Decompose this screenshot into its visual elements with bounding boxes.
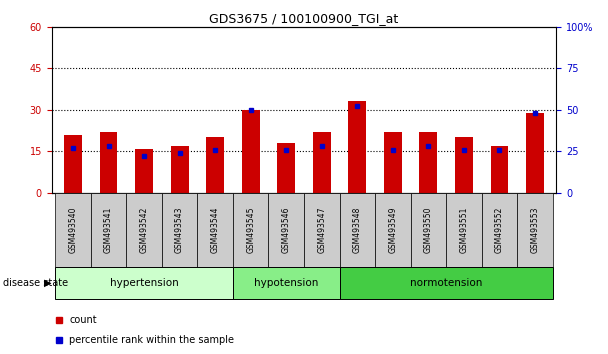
Bar xyxy=(339,267,553,299)
Text: ▶: ▶ xyxy=(44,278,51,288)
Bar xyxy=(340,193,375,267)
Bar xyxy=(348,102,366,193)
Bar xyxy=(135,149,153,193)
Bar xyxy=(420,132,437,193)
Bar xyxy=(126,193,162,267)
Text: GSM493550: GSM493550 xyxy=(424,207,433,253)
Text: GSM493548: GSM493548 xyxy=(353,207,362,253)
Bar xyxy=(410,193,446,267)
Bar xyxy=(242,110,260,193)
Bar xyxy=(304,193,339,267)
Bar xyxy=(455,137,473,193)
Bar xyxy=(482,193,517,267)
Text: normotension: normotension xyxy=(410,278,482,288)
Text: percentile rank within the sample: percentile rank within the sample xyxy=(69,335,234,345)
Bar xyxy=(55,267,233,299)
Bar xyxy=(233,193,268,267)
Text: GSM493547: GSM493547 xyxy=(317,207,326,253)
Title: GDS3675 / 100100900_TGI_at: GDS3675 / 100100900_TGI_at xyxy=(209,12,399,25)
Text: GSM493549: GSM493549 xyxy=(389,207,398,253)
Text: GSM493553: GSM493553 xyxy=(531,207,539,253)
Bar xyxy=(313,132,331,193)
Text: disease state: disease state xyxy=(3,278,68,288)
Text: hypertension: hypertension xyxy=(109,278,179,288)
Text: GSM493543: GSM493543 xyxy=(175,207,184,253)
Text: GSM493541: GSM493541 xyxy=(104,207,113,253)
Bar xyxy=(64,135,82,193)
Bar xyxy=(206,137,224,193)
Bar xyxy=(100,132,117,193)
Bar xyxy=(384,132,402,193)
Bar xyxy=(446,193,482,267)
Text: GSM493545: GSM493545 xyxy=(246,207,255,253)
Text: GSM493546: GSM493546 xyxy=(282,207,291,253)
Bar xyxy=(233,267,339,299)
Text: GSM493540: GSM493540 xyxy=(69,207,77,253)
Bar xyxy=(526,113,544,193)
Bar xyxy=(91,193,126,267)
Bar xyxy=(171,146,188,193)
Bar xyxy=(55,193,91,267)
Text: GSM493552: GSM493552 xyxy=(495,207,504,253)
Text: count: count xyxy=(69,315,97,325)
Text: GSM493544: GSM493544 xyxy=(210,207,219,253)
Text: GSM493542: GSM493542 xyxy=(140,207,148,253)
Bar xyxy=(269,193,304,267)
Bar xyxy=(375,193,410,267)
Bar xyxy=(517,193,553,267)
Text: hypotension: hypotension xyxy=(254,278,319,288)
Text: GSM493551: GSM493551 xyxy=(460,207,468,253)
Bar xyxy=(491,146,508,193)
Bar xyxy=(277,143,295,193)
Bar xyxy=(198,193,233,267)
Bar xyxy=(162,193,198,267)
